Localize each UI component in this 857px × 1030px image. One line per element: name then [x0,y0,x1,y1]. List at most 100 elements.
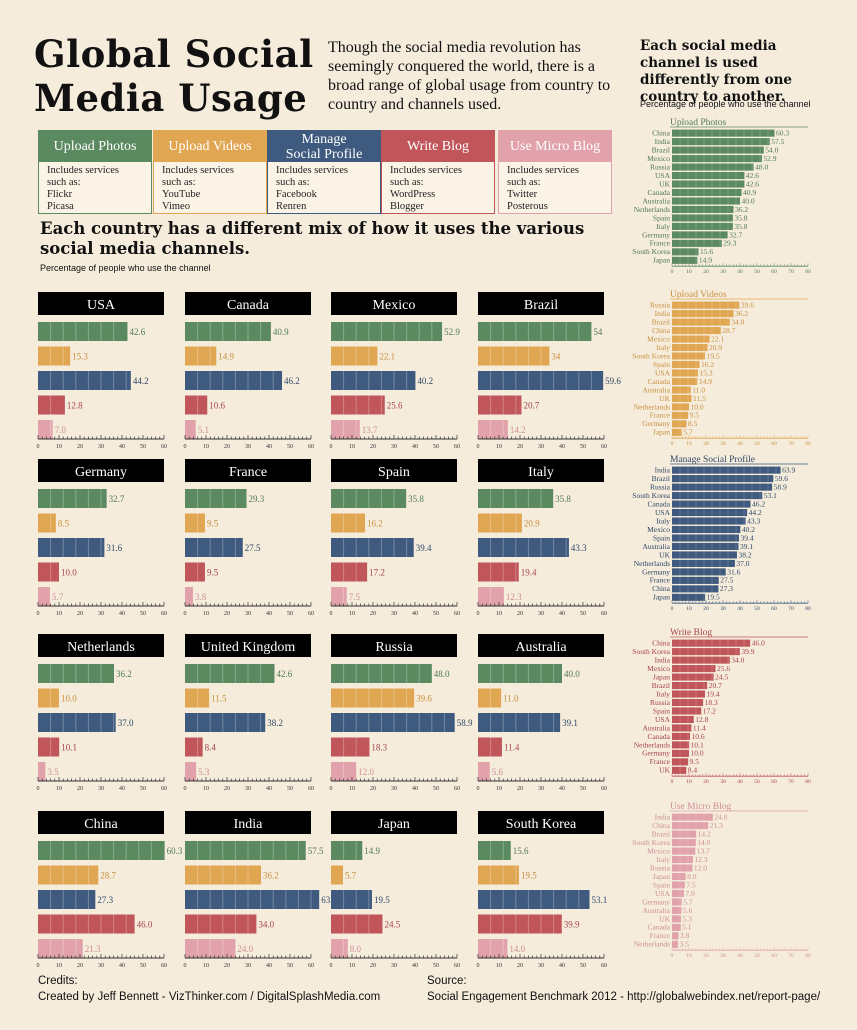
country-mix-heading: Each country has a different mix of how … [40,219,585,258]
ranking-bar [672,749,689,757]
ranking-value-label: 34.0 [731,655,744,664]
value-label: 27.5 [245,543,261,553]
ranking-category-label: Australia [643,542,671,551]
x-tick-label: 10 [56,963,62,969]
ranking-category-label: Australia [643,723,671,732]
value-label: 7.0 [55,425,67,435]
bar-upload-photos [478,489,554,508]
x-tick-label: 30 [538,444,544,450]
x-tick-label: 0 [184,444,187,450]
x-tick-label: 80 [805,606,811,612]
ranking-category-label: Japan [653,872,670,881]
country-title: Japan [378,817,410,832]
value-label: 22.1 [379,352,395,362]
channel-legend-description: Includes services such as: Twitter Poste… [507,165,580,212]
x-tick-label: 30 [538,611,544,617]
x-tick-label: 30 [391,963,397,969]
value-label: 29.3 [249,494,265,504]
value-label: 32.7 [109,494,125,504]
value-label: 42.6 [129,327,145,337]
ranking-value-label: 11.0 [692,385,705,394]
ranking-category-label: Spain [653,880,670,889]
main-title: Global Social Media Usage [34,32,314,120]
ranking-bar [672,542,739,550]
ranking-bar [672,428,682,436]
ranking-category-label: China [652,326,671,335]
ranking-bar [672,369,699,377]
bar-upload-photos [331,841,363,860]
value-label: 11.4 [504,743,520,753]
bar-manage-social-profile [331,538,414,557]
value-label: 5.3 [198,767,210,777]
x-tick-label: 60 [161,963,167,969]
x-tick-label: 40 [412,786,418,792]
ranking-category-label: Russia [650,162,671,171]
value-label: 14.0 [509,944,525,954]
country-title: France [229,465,267,480]
value-label: 8.4 [205,743,217,753]
value-label: 19.5 [374,895,390,905]
ranking-bar [672,411,689,419]
x-tick-label: 50 [754,953,760,959]
x-tick-label: 50 [140,786,146,792]
x-tick-label: 10 [203,611,209,617]
value-label: 44.2 [133,376,149,386]
ranking-bar [672,475,774,483]
ranking-bar [672,559,735,567]
ranking-bar [672,534,739,542]
ranking-bar [672,352,706,360]
x-tick-label: 50 [140,963,146,969]
bar-use-micro-blog [331,939,348,958]
ranking-bar [672,923,681,931]
bar-manage-social-profile [478,713,561,732]
ranking-category-label: France [650,239,671,248]
bar-upload-photos [331,664,432,683]
ranking-value-label: 29.3 [723,239,736,248]
country-title: China [84,817,118,832]
x-tick-label: 60 [161,444,167,450]
bar-manage-social-profile [331,713,455,732]
x-tick-label: 0 [477,963,480,969]
ranking-value-label: 14.2 [698,829,711,838]
x-tick-label: 20 [224,444,230,450]
country-chart-india: India 57.5 36.2 63.9 34.0 24.0 0 10 20 30 40 50 60 [184,811,337,969]
value-label: 7.5 [349,592,361,602]
bar-use-micro-blog [185,762,197,781]
bar-upload-photos [478,664,562,683]
bar-upload-videos [185,346,217,366]
ranking-value-label: 57.5 [771,137,784,146]
ranking-bar [672,889,684,897]
country-mix-subtitle: Percentage of people who use the channel [40,263,211,273]
country-title: Spain [378,465,410,480]
x-tick-label: 40 [412,444,418,450]
bar-manage-social-profile [331,371,416,390]
value-label: 53.1 [592,895,608,905]
x-tick-label: 60 [454,444,460,450]
ranking-value-label: 20.7 [709,681,722,690]
channel-legend-description: Includes services such as: Facebook Renr… [276,165,349,212]
x-tick-label: 40 [266,444,272,450]
ranking-category-label: Brazil [652,317,670,326]
value-label: 10.6 [209,401,225,411]
value-label: 36.2 [263,871,279,881]
value-label: 25.6 [387,401,403,411]
ranking-bar [672,568,726,576]
ranking-value-label: 40.9 [743,188,756,197]
ranking-bar [672,932,679,940]
x-tick-label: 50 [433,611,439,617]
ranking-value-label: 63.9 [782,466,795,475]
x-tick-label: 60 [601,444,607,450]
intro-text: Though the social media revolution has s… [328,39,611,113]
bar-upload-photos [478,322,592,341]
x-tick-label: 40 [266,611,272,617]
ranking-bar [672,386,691,394]
country-chart-usa: USA 42.6 15.3 44.2 12.8 7.0 0 10 20 30 40 50 60 [37,292,167,450]
value-label: 39.1 [562,718,578,728]
ranking-bar [672,256,698,264]
x-tick-label: 70 [788,269,794,275]
country-chart-canada: Canada 40.9 14.9 46.2 10.6 5.1 0 10 20 30 40 50 60 [184,292,314,450]
ranking-value-label: 39.9 [741,647,754,656]
x-tick-label: 50 [754,441,760,447]
ranking-value-label: 13.7 [697,846,710,855]
